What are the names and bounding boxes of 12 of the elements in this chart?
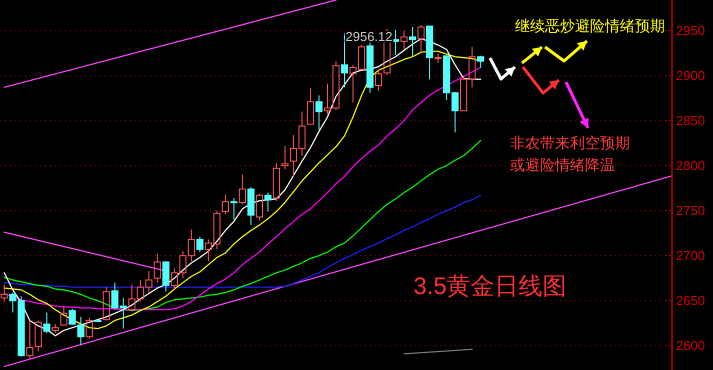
- y-tick-label: 2650: [676, 293, 705, 308]
- text: 非农带来利空预期: [510, 134, 630, 152]
- annotation: 3.5黄金日线图: [413, 272, 567, 300]
- y-tick-label: 2900: [676, 68, 705, 84]
- y-tick-label: 2750: [676, 203, 705, 218]
- y-tick-label: 2700: [676, 248, 705, 264]
- text: 或避险情绪降温: [510, 156, 615, 174]
- y-tick-label: 2850: [676, 113, 705, 128]
- y-tick-label: 2800: [676, 158, 705, 174]
- text: 继续恶炒避险情绪预期: [515, 18, 665, 34]
- y-tick-label: 2950: [676, 23, 705, 38]
- y-tick-label: 2600: [676, 338, 705, 354]
